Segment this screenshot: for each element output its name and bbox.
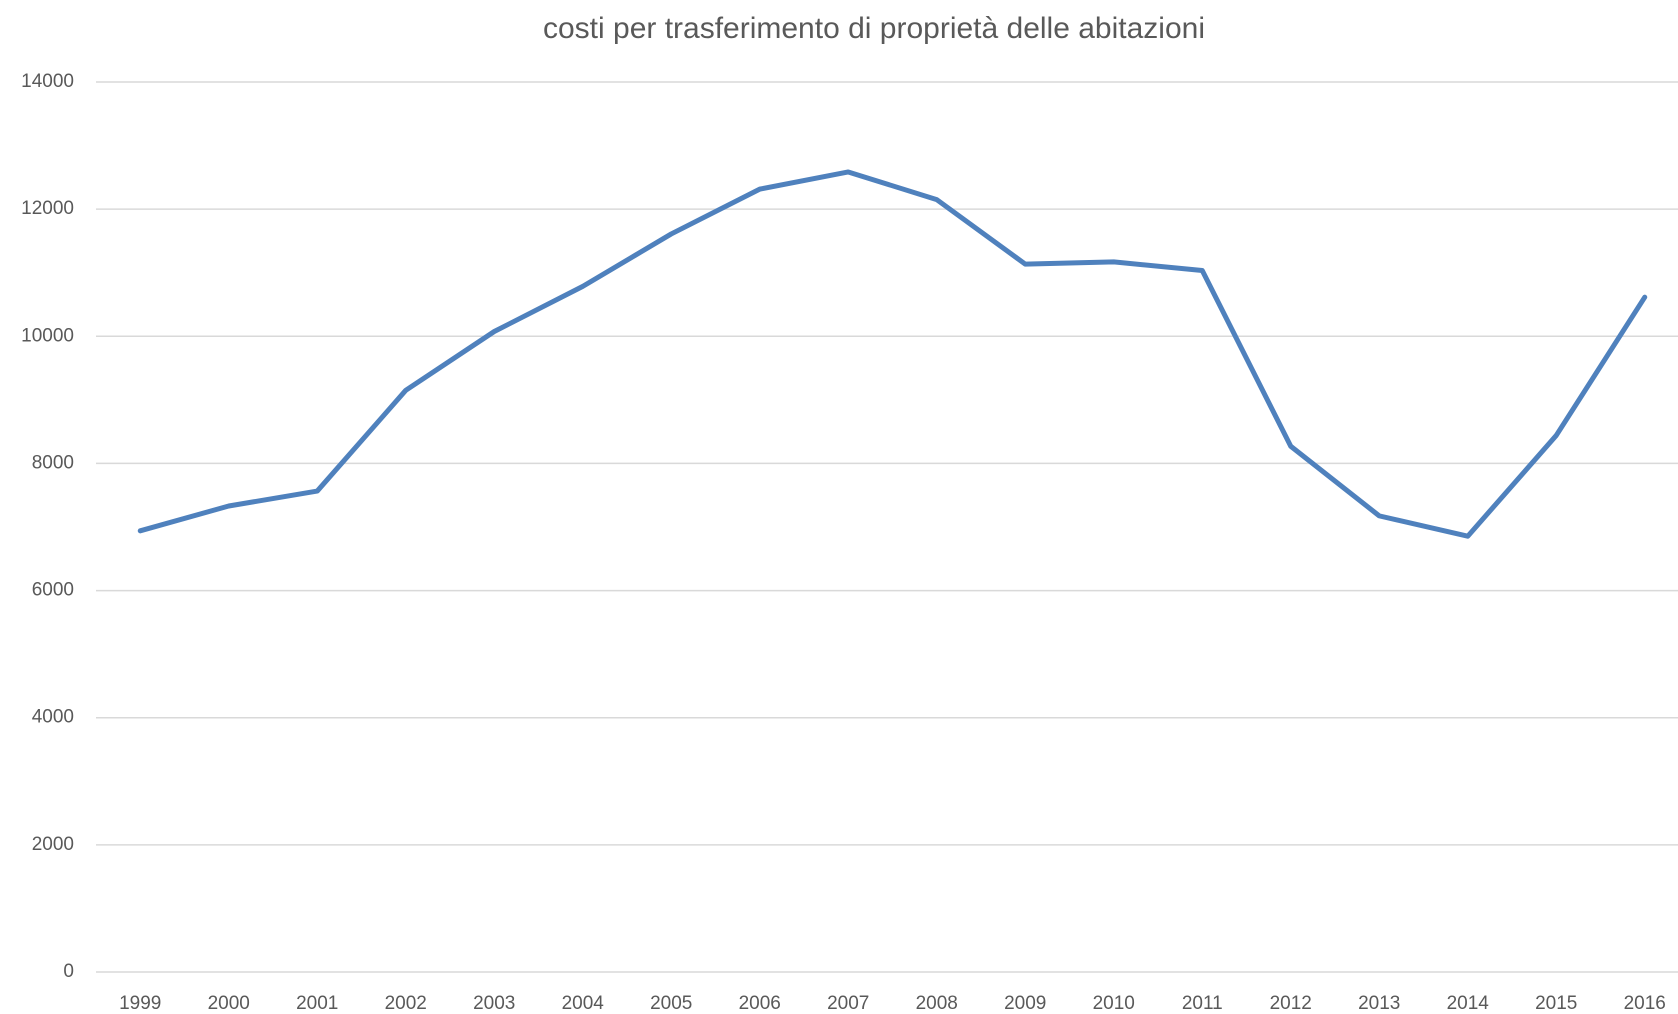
x-tick-label: 2015: [1535, 993, 1577, 1014]
y-tick-label: 12000: [21, 198, 74, 219]
y-tick-label: 6000: [32, 580, 74, 601]
x-tick-label: 2012: [1270, 993, 1312, 1014]
x-tick-label: 2001: [296, 993, 338, 1014]
x-tick-label: 2006: [739, 993, 781, 1014]
x-tick-label: 2004: [562, 993, 605, 1014]
x-tick-label: 2003: [473, 993, 515, 1014]
y-tick-label: 10000: [21, 325, 74, 346]
x-tick-label: 2002: [385, 993, 427, 1014]
x-tick-label: 1999: [119, 993, 161, 1014]
x-tick-label: 2010: [1093, 993, 1135, 1014]
y-tick-label: 8000: [32, 452, 74, 473]
x-tick-label: 2005: [650, 993, 692, 1014]
y-tick-label: 0: [63, 961, 74, 982]
x-tick-label: 2014: [1447, 993, 1490, 1014]
y-tick-label: 14000: [21, 71, 74, 92]
x-tick-label: 2011: [1182, 993, 1223, 1014]
data-line: [137, 169, 1648, 539]
x-tick-label: 2013: [1358, 993, 1400, 1014]
x-tick-label: 2008: [916, 993, 958, 1014]
y-tick-label: 4000: [32, 707, 74, 728]
chart-title: costi per trasferimento di proprietà del…: [543, 12, 1205, 45]
x-tick-label: 2016: [1624, 993, 1666, 1014]
x-tick-label: 2007: [827, 993, 869, 1014]
x-tick-label: 2000: [208, 993, 250, 1014]
x-tick-label: 2009: [1004, 993, 1046, 1014]
y-tick-label: 2000: [32, 834, 74, 855]
